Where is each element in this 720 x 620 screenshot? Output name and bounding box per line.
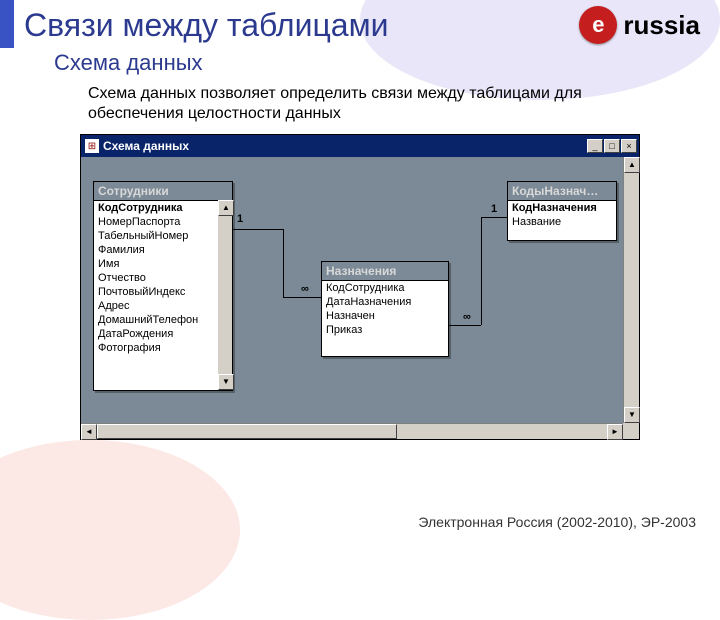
table-field[interactable]: ТабельныйНомер bbox=[94, 229, 218, 243]
table-codes[interactable]: КодыНазнач… КодНазначения Название bbox=[507, 181, 617, 241]
scroll-thumb[interactable] bbox=[97, 424, 397, 439]
scroll-up-icon[interactable]: ▲ bbox=[218, 200, 234, 216]
slide-accent-bar bbox=[0, 0, 14, 48]
relation-many-label: ∞ bbox=[463, 311, 471, 323]
relation-one-label: 1 bbox=[237, 213, 243, 225]
logo: e russia bbox=[579, 6, 700, 44]
horizontal-scrollbar[interactable]: ◄ ► bbox=[81, 423, 623, 439]
slide-subtitle: Схема данных bbox=[0, 44, 720, 80]
table-field[interactable]: ДатаНазначения bbox=[322, 295, 448, 309]
slide-title: Связи между таблицами bbox=[24, 7, 388, 44]
table-header: КодыНазнач… bbox=[508, 182, 616, 201]
schema-canvas[interactable]: 1 ∞ 1 ∞ Сотрудники КодСотрудника НомерПа… bbox=[81, 157, 623, 423]
close-button[interactable]: × bbox=[621, 139, 637, 153]
table-header: Сотрудники bbox=[94, 182, 232, 201]
table-scrollbar[interactable]: ▲ ▼ bbox=[218, 200, 232, 390]
relation-many-label: ∞ bbox=[301, 283, 309, 295]
maximize-button[interactable]: □ bbox=[604, 139, 620, 153]
table-assignments[interactable]: Назначения КодСотрудника ДатаНазначения … bbox=[321, 261, 449, 357]
table-field[interactable]: Отчество bbox=[94, 271, 218, 285]
minimize-button[interactable]: _ bbox=[587, 139, 603, 153]
scroll-right-icon[interactable]: ► bbox=[607, 424, 623, 440]
slide-body: Схема данных позволяет определить связи … bbox=[0, 80, 720, 134]
table-field[interactable]: Название bbox=[508, 215, 616, 229]
window-title: Схема данных bbox=[103, 139, 189, 153]
slide-footer: Электронная Россия (2002-2010), ЭР-2003 bbox=[418, 514, 696, 530]
relationships-icon: ⊞ bbox=[85, 139, 99, 153]
vertical-scrollbar[interactable]: ▲ ▼ bbox=[623, 157, 639, 423]
table-field[interactable]: Фотография bbox=[94, 341, 218, 355]
table-field[interactable]: Фамилия bbox=[94, 243, 218, 257]
table-field[interactable]: ДатаРождения bbox=[94, 327, 218, 341]
table-field-key[interactable]: КодСотрудника bbox=[94, 201, 218, 215]
scroll-corner bbox=[623, 423, 639, 439]
schema-window: ⊞ Схема данных _ □ × 1 ∞ 1 ∞ Со bbox=[80, 134, 640, 440]
table-field[interactable]: Назначен bbox=[322, 309, 448, 323]
logo-badge-icon: e bbox=[579, 6, 617, 44]
table-field[interactable]: КодСотрудника bbox=[322, 281, 448, 295]
table-employees[interactable]: Сотрудники КодСотрудника НомерПаспорта Т… bbox=[93, 181, 233, 391]
table-field[interactable]: ПочтовыйИндекс bbox=[94, 285, 218, 299]
logo-text: russia bbox=[623, 10, 700, 41]
table-field[interactable]: Имя bbox=[94, 257, 218, 271]
slide: Связи между таблицами e russia Схема дан… bbox=[0, 0, 720, 540]
table-field[interactable]: ДомашнийТелефон bbox=[94, 313, 218, 327]
scroll-up-icon[interactable]: ▲ bbox=[624, 157, 640, 173]
scroll-left-icon[interactable]: ◄ bbox=[81, 424, 97, 440]
table-field[interactable]: НомерПаспорта bbox=[94, 215, 218, 229]
scroll-down-icon[interactable]: ▼ bbox=[624, 407, 640, 423]
table-header: Назначения bbox=[322, 262, 448, 281]
table-field-key[interactable]: КодНазначения bbox=[508, 201, 616, 215]
table-field[interactable]: Адрес bbox=[94, 299, 218, 313]
relation-one-label: 1 bbox=[491, 203, 497, 215]
table-field[interactable]: Приказ bbox=[322, 323, 448, 337]
window-titlebar[interactable]: ⊞ Схема данных _ □ × bbox=[81, 135, 639, 157]
scroll-down-icon[interactable]: ▼ bbox=[218, 374, 234, 390]
